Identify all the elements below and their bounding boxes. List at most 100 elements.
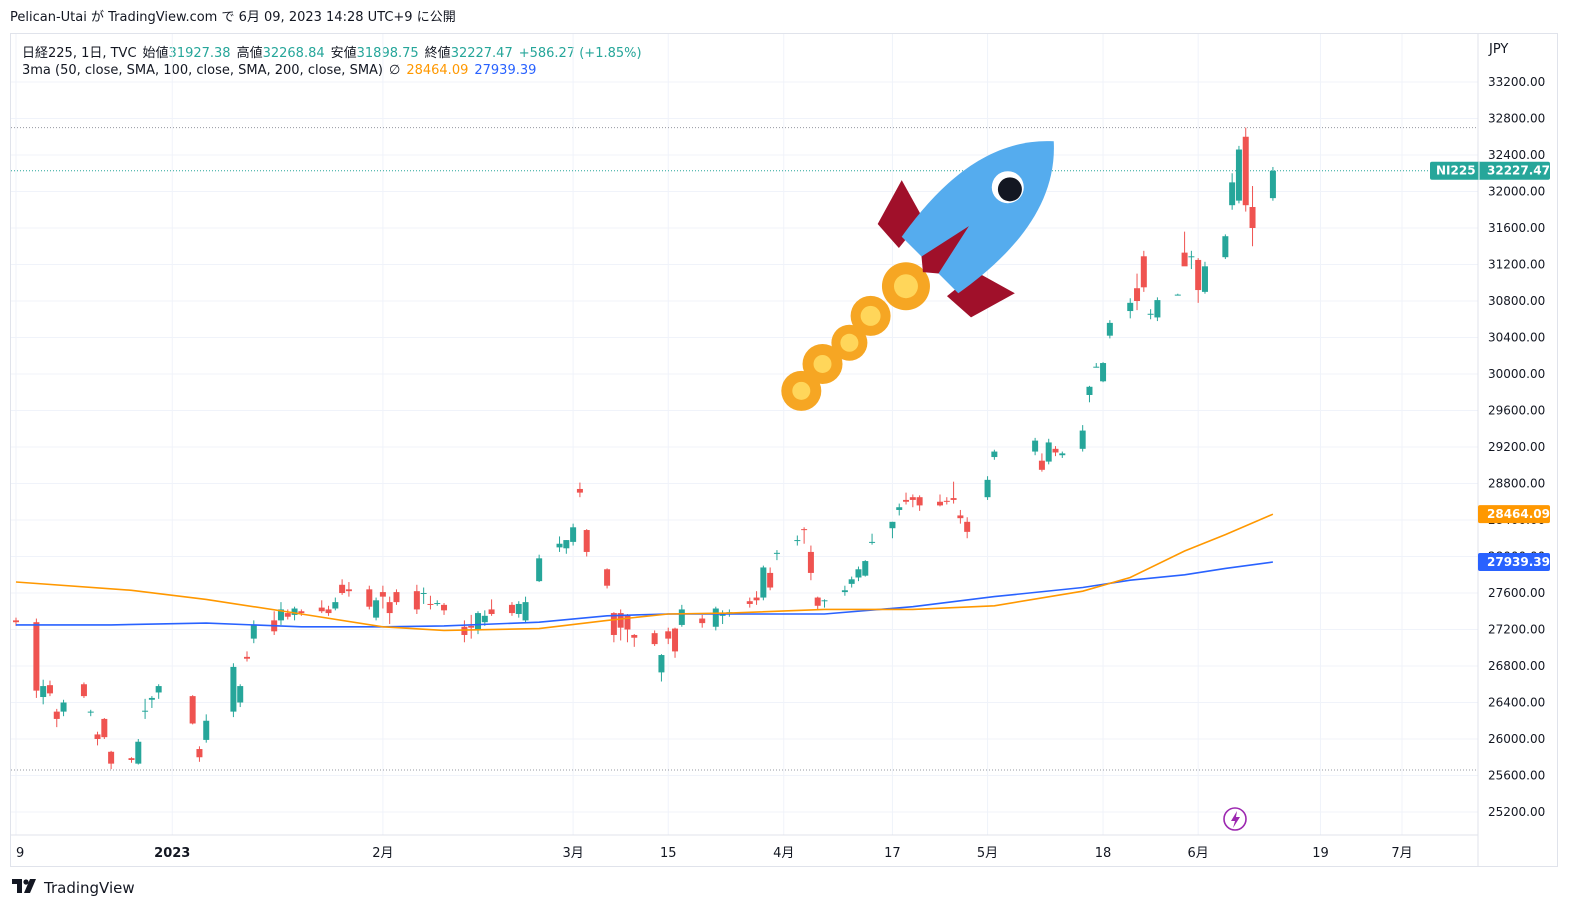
candle: [318, 600, 325, 614]
candle-body: [624, 614, 631, 630]
candle: [1154, 297, 1161, 322]
candle: [1235, 145, 1242, 204]
candle: [964, 517, 971, 539]
candle-body: [991, 451, 998, 458]
sma50-line: [15, 513, 1274, 632]
candle: [678, 604, 685, 627]
candle-body: [128, 758, 135, 760]
candle: [556, 536, 563, 552]
candle: [277, 602, 284, 625]
candle: [1249, 186, 1256, 247]
candle-body: [203, 720, 210, 740]
candle-body: [1093, 366, 1100, 368]
candle: [189, 695, 196, 725]
brand-name[interactable]: TradingView: [44, 879, 135, 897]
candle-body: [957, 515, 964, 519]
candle-body: [33, 622, 40, 691]
candle: [753, 591, 760, 605]
candle-body: [719, 613, 726, 616]
candle: [1188, 250, 1195, 270]
open-label: 始値: [142, 46, 169, 61]
candle: [869, 533, 876, 545]
candle-body: [332, 602, 339, 609]
candle-body: [108, 751, 115, 764]
candle-body: [746, 601, 753, 604]
candle: [522, 596, 529, 623]
candle: [325, 605, 332, 616]
price-tick-label: 32800.00: [1488, 112, 1545, 126]
sma100-badge: 27939.39: [1478, 553, 1550, 572]
candle-body: [807, 551, 814, 573]
time-axis-ticks: 9 2023 2月 3月 15 4月 17 5月 18 6月 19 7月: [16, 846, 1413, 861]
candle-body: [379, 592, 386, 597]
sma50-badge-value: 28464.09: [1487, 507, 1550, 521]
tradingview-logo-icon: [12, 879, 38, 897]
candle: [1079, 425, 1086, 452]
candlestick-series: [13, 127, 1276, 770]
candle-body: [604, 569, 611, 586]
candle-body: [366, 589, 373, 607]
candle-body: [1181, 252, 1188, 267]
lightning-icon[interactable]: [1223, 807, 1247, 831]
candle-body: [1174, 294, 1181, 296]
last-price-badge: NI225 32227.47: [1430, 161, 1550, 180]
candle-body: [1147, 313, 1154, 315]
candle-body: [563, 540, 570, 549]
symbol-label[interactable]: 日経225, 1日, TVC: [22, 46, 137, 61]
candle-body: [841, 590, 848, 593]
candle: [1038, 453, 1045, 472]
candle: [475, 611, 481, 635]
candle-body: [373, 600, 380, 618]
candle: [943, 497, 950, 505]
candle: [821, 599, 828, 608]
candle: [610, 612, 617, 643]
sma100-badge-value: 27939.39: [1487, 555, 1550, 569]
price-tick-label: 27600.00: [1488, 586, 1545, 600]
candle-body: [943, 500, 950, 502]
price-tick-label: 32400.00: [1488, 148, 1545, 162]
candle: [94, 731, 101, 746]
candle-body: [40, 686, 47, 698]
hidden-value-icon: ∅: [389, 63, 401, 78]
candle: [1086, 385, 1093, 403]
candle-body: [665, 631, 672, 639]
candle: [379, 585, 386, 609]
last-price-value: 32227.47: [1487, 164, 1550, 178]
candle: [773, 550, 780, 561]
candle: [413, 584, 420, 614]
candle-body: [1127, 302, 1134, 312]
candle-body: [1242, 136, 1249, 206]
candle: [1059, 451, 1066, 458]
candle-body: [1059, 453, 1066, 456]
change-value: +586.27 (+1.85%): [518, 46, 642, 61]
candle-body: [753, 597, 760, 601]
candle: [366, 585, 373, 610]
candle: [284, 609, 291, 620]
candle: [665, 627, 672, 645]
candle-body: [801, 529, 808, 531]
candle-body: [889, 521, 896, 529]
candle: [841, 585, 848, 596]
currency-label[interactable]: JPY: [1489, 42, 1509, 57]
candle-body: [583, 530, 590, 552]
candle-body: [1222, 236, 1229, 258]
candle-body: [1086, 386, 1093, 395]
candle: [468, 614, 475, 639]
candle: [1134, 273, 1141, 311]
candle: [230, 663, 237, 718]
candle: [244, 651, 250, 662]
candle-body: [678, 609, 685, 625]
candle: [33, 618, 40, 698]
ma50-legend-value: 28464.09: [406, 63, 469, 78]
candle: [536, 554, 543, 583]
candle-body: [237, 686, 244, 703]
ma-indicator-label[interactable]: 3ma (50, close, SMA, 100, close, SMA, 20…: [22, 63, 383, 78]
candle-body: [617, 613, 624, 628]
candle: [767, 567, 774, 591]
candle: [441, 603, 448, 615]
candle-body: [427, 603, 434, 605]
candle-body: [339, 584, 346, 593]
candle-body: [984, 479, 991, 498]
candle-body: [556, 543, 563, 548]
